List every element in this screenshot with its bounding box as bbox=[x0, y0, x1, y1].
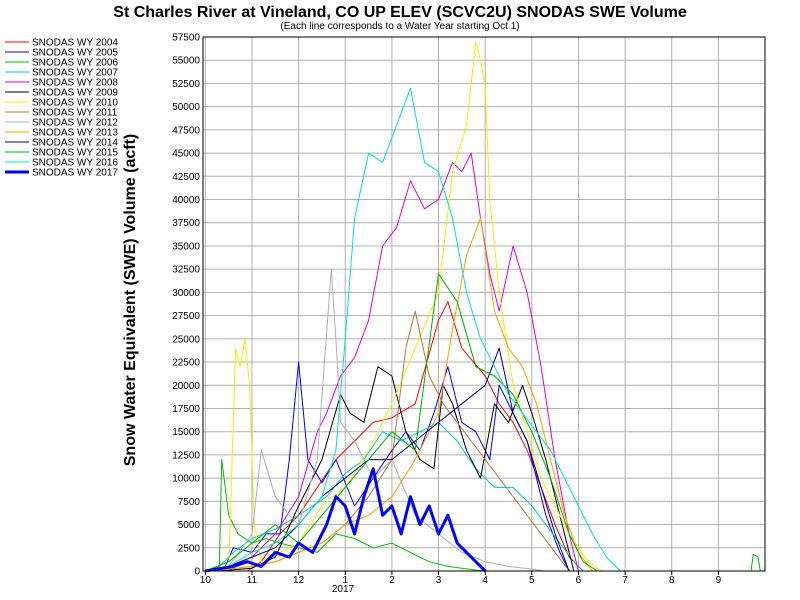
y-tick-label: 47500 bbox=[172, 125, 200, 136]
x-tick-label: 9 bbox=[716, 575, 722, 586]
chart-title: St Charles River at Vineland, CO UP ELEV… bbox=[113, 4, 687, 21]
y-tick-label: 7500 bbox=[178, 497, 201, 508]
legend-label: SNODAS WY 2012 bbox=[32, 118, 118, 129]
x-tick-label: 10 bbox=[200, 575, 212, 586]
x-axis-year-label: 2017 bbox=[332, 584, 355, 595]
x-tick-label: 8 bbox=[669, 575, 675, 586]
legend-label: SNODAS WY 2008 bbox=[32, 78, 118, 89]
y-tick-label: 52500 bbox=[172, 79, 200, 90]
x-tick-label: 1 bbox=[342, 575, 348, 586]
chart-subtitle: (Each line corresponds to a Water Year s… bbox=[280, 21, 519, 32]
x-tick-label: 2 bbox=[389, 575, 395, 586]
legend-label: SNODAS WY 2007 bbox=[32, 68, 118, 79]
legend-label: SNODAS WY 2005 bbox=[32, 48, 118, 59]
legend-label: SNODAS WY 2013 bbox=[32, 128, 118, 139]
series-line-12 bbox=[205, 87, 621, 572]
legend-label: SNODAS WY 2011 bbox=[32, 108, 118, 119]
legend-label: SNODAS WY 2016 bbox=[32, 158, 118, 169]
series-line-0 bbox=[205, 301, 584, 572]
y-tick-label: 25000 bbox=[172, 334, 200, 345]
y-tick-label: 17500 bbox=[172, 404, 200, 415]
y-tick-label: 37500 bbox=[172, 218, 200, 229]
y-axis-label: Snow Water Equivalent (SWE) Volume (acft… bbox=[122, 134, 139, 466]
series-line-11 bbox=[205, 273, 761, 572]
x-tick-label: 11 bbox=[247, 575, 258, 586]
x-tick-label: 4 bbox=[482, 575, 488, 586]
legend-label: SNODAS WY 2015 bbox=[32, 148, 118, 159]
y-tick-label: 40000 bbox=[172, 195, 200, 206]
legend-label: SNODAS WY 2017 bbox=[32, 168, 118, 179]
series-line-7 bbox=[205, 310, 570, 572]
y-tick-label: 12500 bbox=[172, 450, 200, 461]
y-tick-label: 10000 bbox=[172, 474, 200, 485]
y-tick-labels: 0 2500 5000 7500 10000 12500 15000 17500 20000 22… bbox=[172, 33, 200, 578]
y-tick-label: 32500 bbox=[172, 265, 200, 276]
y-tick-label: 57500 bbox=[172, 33, 200, 44]
plot-frame bbox=[202, 36, 766, 572]
y-tick-label: 55000 bbox=[172, 56, 200, 67]
y-tick-label: 27500 bbox=[172, 311, 200, 322]
x-tick-label: 3 bbox=[436, 575, 442, 586]
x-tick-label: 7 bbox=[622, 575, 628, 586]
y-tick-label: 50000 bbox=[172, 102, 200, 113]
gridlines bbox=[203, 37, 765, 571]
series-line-5 bbox=[205, 366, 575, 572]
legend-label: SNODAS WY 2006 bbox=[32, 58, 118, 69]
legend-label: SNODAS WY 2010 bbox=[32, 98, 118, 109]
series-line-13 bbox=[205, 467, 487, 573]
legend-label: SNODAS WY 2009 bbox=[32, 88, 118, 99]
y-tick-label: 15000 bbox=[172, 427, 200, 438]
y-tick-label: 5000 bbox=[178, 520, 201, 531]
y-tick-label: 22500 bbox=[172, 358, 200, 369]
x-tick-labels: 10 11 12 1 2 3 4 5 6 7 8 9 bbox=[200, 571, 722, 586]
y-tick-label: 30000 bbox=[172, 288, 200, 299]
series-line-6 bbox=[205, 41, 603, 572]
series-line-8 bbox=[205, 268, 546, 572]
legend-label: SNODAS WY 2004 bbox=[32, 38, 118, 49]
legend-label: SNODAS WY 2014 bbox=[32, 138, 118, 149]
y-tick-label: 42500 bbox=[172, 172, 200, 183]
y-tick-label: 20000 bbox=[172, 381, 200, 392]
series-line-4 bbox=[205, 152, 579, 572]
y-tick-label: 45000 bbox=[172, 149, 200, 160]
series-line-9 bbox=[205, 217, 593, 572]
series-lines bbox=[205, 41, 761, 573]
x-tick-label: 12 bbox=[293, 575, 305, 586]
y-tick-label: 2500 bbox=[178, 543, 201, 554]
series-line-10 bbox=[205, 347, 570, 572]
y-tick-label: 0 bbox=[194, 567, 200, 578]
y-tick-label: 35000 bbox=[172, 241, 200, 252]
x-tick-label: 5 bbox=[529, 575, 535, 586]
x-tick-label: 6 bbox=[576, 575, 582, 586]
